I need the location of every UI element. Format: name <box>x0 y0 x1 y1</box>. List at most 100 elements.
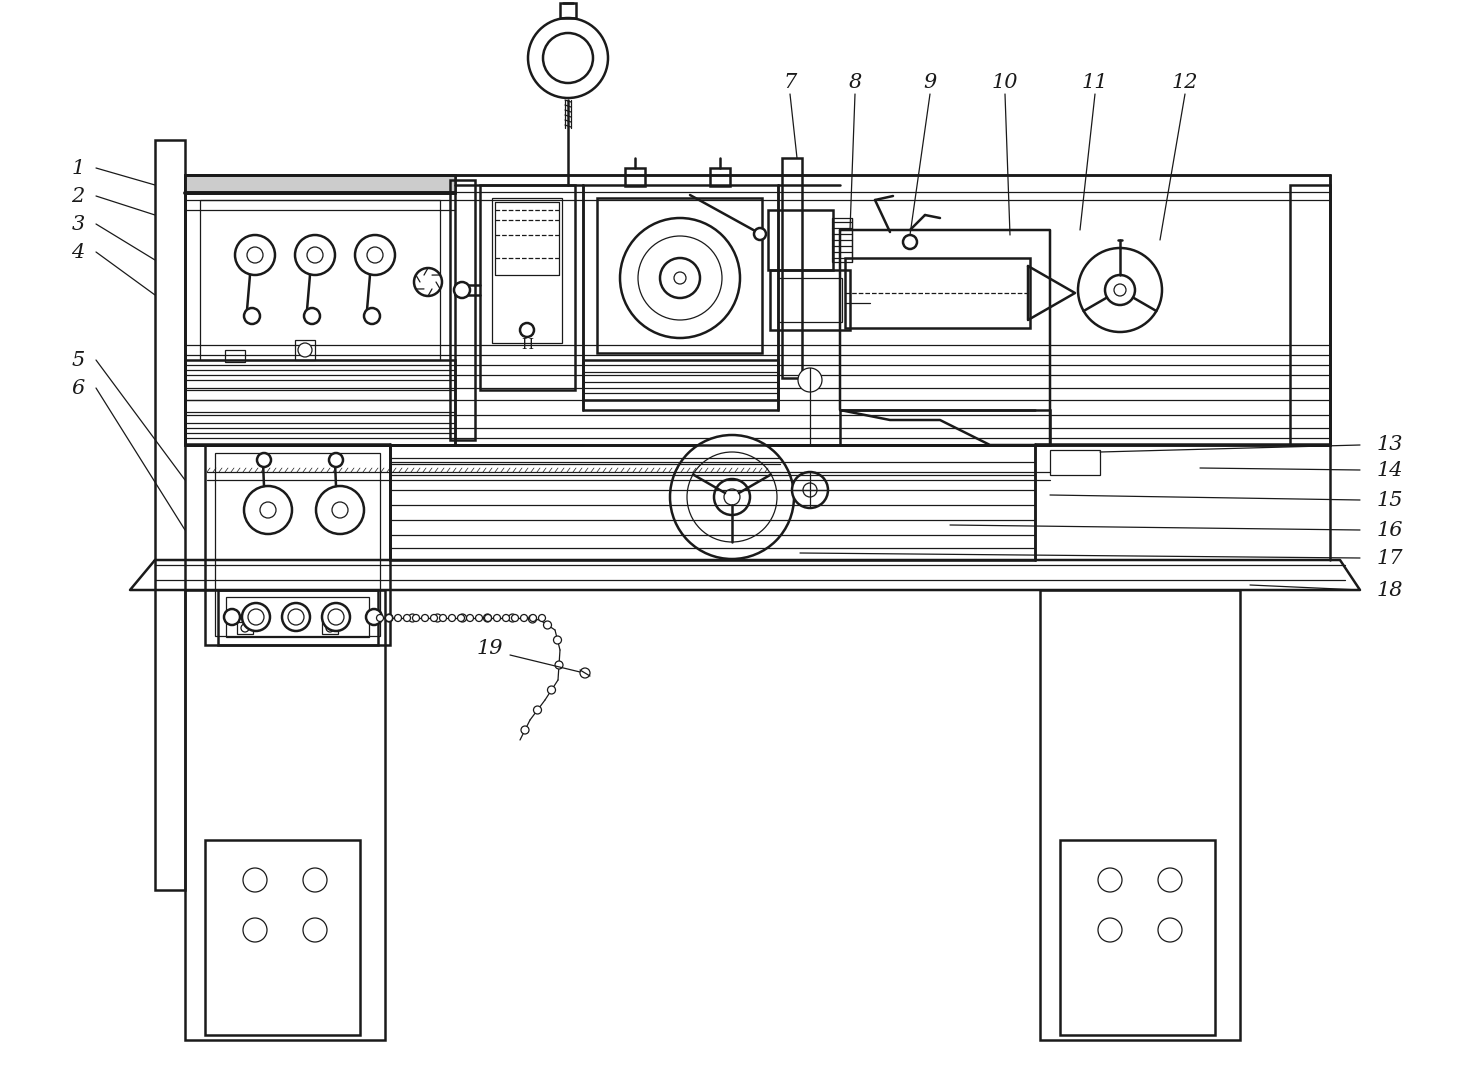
Circle shape <box>454 282 470 298</box>
Bar <box>205 445 391 645</box>
Text: 19: 19 <box>476 639 503 657</box>
Bar <box>186 175 1330 445</box>
Bar <box>186 590 385 1040</box>
Circle shape <box>529 614 537 622</box>
Circle shape <box>1098 868 1122 892</box>
Text: 18: 18 <box>1377 581 1403 599</box>
Text: 3: 3 <box>71 214 84 234</box>
Circle shape <box>534 706 541 714</box>
Circle shape <box>326 624 335 632</box>
Circle shape <box>797 368 822 392</box>
Circle shape <box>792 472 828 508</box>
Text: 6: 6 <box>71 378 84 398</box>
Bar <box>205 840 360 1034</box>
Bar <box>710 168 730 187</box>
Circle shape <box>366 609 382 625</box>
Circle shape <box>458 614 466 622</box>
Circle shape <box>542 33 593 83</box>
Circle shape <box>321 602 349 631</box>
Circle shape <box>422 614 429 622</box>
Bar <box>226 597 368 637</box>
Circle shape <box>259 502 276 518</box>
Circle shape <box>386 614 392 622</box>
Circle shape <box>248 247 262 263</box>
Bar <box>584 360 778 410</box>
Bar <box>1290 185 1330 445</box>
Circle shape <box>385 614 394 622</box>
Circle shape <box>242 624 249 632</box>
Circle shape <box>529 615 537 623</box>
Bar <box>200 200 441 360</box>
Circle shape <box>243 868 267 892</box>
Circle shape <box>904 235 917 249</box>
Circle shape <box>243 918 267 942</box>
Bar <box>845 258 1030 328</box>
Bar <box>492 198 562 343</box>
Bar <box>295 340 315 360</box>
Circle shape <box>520 614 528 622</box>
Text: 7: 7 <box>783 73 796 91</box>
Bar <box>560 3 576 18</box>
Bar <box>778 278 842 322</box>
Bar <box>321 622 338 634</box>
Circle shape <box>448 614 455 622</box>
Circle shape <box>256 453 271 467</box>
Circle shape <box>674 272 685 284</box>
Text: 12: 12 <box>1172 73 1198 91</box>
Text: 4: 4 <box>71 242 84 262</box>
Circle shape <box>724 489 740 505</box>
Text: 10: 10 <box>992 73 1019 91</box>
Circle shape <box>245 308 259 324</box>
Text: 14: 14 <box>1377 461 1403 479</box>
Circle shape <box>457 614 464 622</box>
Circle shape <box>287 609 304 625</box>
Text: 13: 13 <box>1377 435 1403 455</box>
Circle shape <box>355 235 395 276</box>
Circle shape <box>503 614 510 622</box>
Circle shape <box>1159 868 1182 892</box>
Circle shape <box>329 453 343 467</box>
Circle shape <box>483 614 491 622</box>
Text: 11: 11 <box>1082 73 1108 91</box>
Bar <box>155 140 186 890</box>
Circle shape <box>376 614 383 622</box>
Circle shape <box>298 343 312 357</box>
Circle shape <box>242 602 270 631</box>
Bar <box>1049 450 1100 475</box>
Circle shape <box>755 228 766 240</box>
Circle shape <box>364 308 380 324</box>
Circle shape <box>544 621 551 629</box>
Bar <box>237 622 254 634</box>
Bar <box>391 445 1035 560</box>
Circle shape <box>430 614 438 622</box>
Circle shape <box>556 661 563 669</box>
Text: 9: 9 <box>923 73 936 91</box>
Circle shape <box>1159 918 1182 942</box>
Circle shape <box>413 614 420 622</box>
Bar <box>584 185 778 400</box>
Circle shape <box>234 235 276 276</box>
Circle shape <box>315 486 364 534</box>
Bar <box>769 270 850 330</box>
Text: 2: 2 <box>71 187 84 206</box>
Bar <box>450 180 475 440</box>
Circle shape <box>554 636 562 644</box>
Bar <box>218 590 377 645</box>
Circle shape <box>520 323 534 337</box>
Bar <box>186 175 455 445</box>
Bar <box>597 198 762 353</box>
Text: 5: 5 <box>71 351 84 370</box>
Circle shape <box>466 614 473 622</box>
Circle shape <box>528 18 607 98</box>
Text: 16: 16 <box>1377 521 1403 539</box>
Circle shape <box>395 614 401 622</box>
Bar <box>1060 840 1215 1034</box>
Circle shape <box>494 614 501 622</box>
Circle shape <box>329 609 343 625</box>
Circle shape <box>520 726 529 734</box>
Circle shape <box>433 614 442 622</box>
Circle shape <box>224 609 240 625</box>
Circle shape <box>1098 918 1122 942</box>
Circle shape <box>485 614 491 622</box>
Circle shape <box>476 614 482 622</box>
